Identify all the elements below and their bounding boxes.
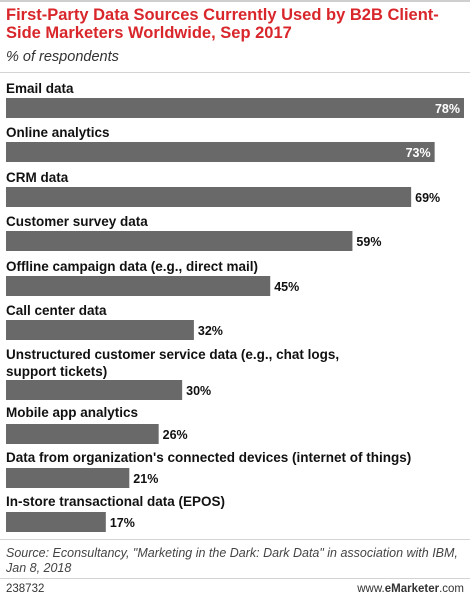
source-note: Source: Econsultancy, "Marketing in the … xyxy=(6,546,458,575)
bar xyxy=(6,320,194,340)
value-label: 45% xyxy=(274,280,299,294)
value-label: 78% xyxy=(435,102,460,116)
header-divider xyxy=(0,72,470,73)
bar xyxy=(6,380,183,400)
category-label: Data from organization's connected devic… xyxy=(6,450,411,465)
chart-subtitle: % of respondents xyxy=(6,49,119,65)
chart-title: First-Party Data Sources Currently Used … xyxy=(6,6,439,42)
bar xyxy=(6,512,106,532)
category-label: Customer survey data xyxy=(6,214,148,229)
brand-suffix: .com xyxy=(439,583,464,595)
category-label: Call center data xyxy=(6,303,107,318)
value-label: 26% xyxy=(163,428,188,442)
brand-name: eMarketer xyxy=(384,583,440,595)
value-label: 73% xyxy=(406,146,431,160)
category-label: CRM data xyxy=(6,170,69,185)
chart-id: 238732 xyxy=(6,583,45,595)
category-label: Offline campaign data (e.g., direct mail… xyxy=(6,259,258,274)
bar xyxy=(6,142,435,162)
value-label: 59% xyxy=(356,235,381,249)
value-label: 21% xyxy=(133,472,158,486)
value-label: 17% xyxy=(110,516,135,530)
value-label: 69% xyxy=(415,191,440,205)
category-label: In-store transactional data (EPOS) xyxy=(6,494,225,509)
emarketer-logo[interactable]: www.eMarketer.com xyxy=(357,583,464,595)
bar xyxy=(6,231,353,251)
bar xyxy=(6,424,159,444)
category-label: Online analytics xyxy=(6,125,110,140)
bar xyxy=(6,276,271,296)
category-label: Email data xyxy=(6,81,74,96)
brand-prefix: www. xyxy=(357,583,385,595)
category-label: Mobile app analytics xyxy=(6,405,138,420)
footer-divider-bottom xyxy=(0,578,470,579)
bar xyxy=(6,468,130,488)
top-rule xyxy=(0,0,470,2)
bar xyxy=(6,187,412,207)
value-label: 32% xyxy=(198,324,223,338)
footer-divider xyxy=(0,539,470,540)
value-label: 30% xyxy=(186,384,211,398)
bar xyxy=(6,98,464,118)
category-label: Unstructured customer service data (e.g.… xyxy=(6,347,339,379)
